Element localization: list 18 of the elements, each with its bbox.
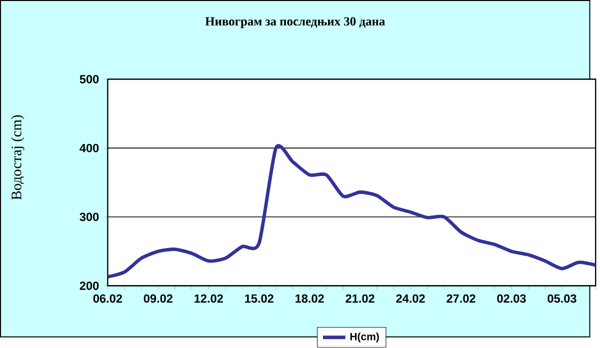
x-tick-label: 15.02 [245, 294, 274, 303]
x-tick-label: 24.02 [396, 294, 425, 303]
x-tick-label: 18.02 [296, 294, 324, 303]
x-tick-label: 09.02 [144, 294, 172, 303]
x-tick-label: 12.02 [194, 294, 223, 303]
y-tick-label: 500 [80, 75, 99, 84]
x-tick-label: 27.02 [446, 294, 476, 303]
y-tick-label: 400 [80, 144, 99, 152]
x-tick-label: 02.03 [497, 294, 526, 303]
y-tick-label: 200 [80, 282, 99, 290]
y-axis-title: Водостај (cm) [11, 115, 24, 200]
x-tick-label: 06.02 [93, 294, 122, 303]
x-tick-label: 21.02 [346, 294, 374, 303]
line-series [108, 146, 596, 279]
legend-label: H(cm) [350, 332, 379, 343]
x-tick-label: 05.03 [548, 294, 576, 303]
chart-title: Нивограм за последњих 30 дана [205, 17, 385, 28]
y-tick-label: 300 [80, 212, 99, 222]
